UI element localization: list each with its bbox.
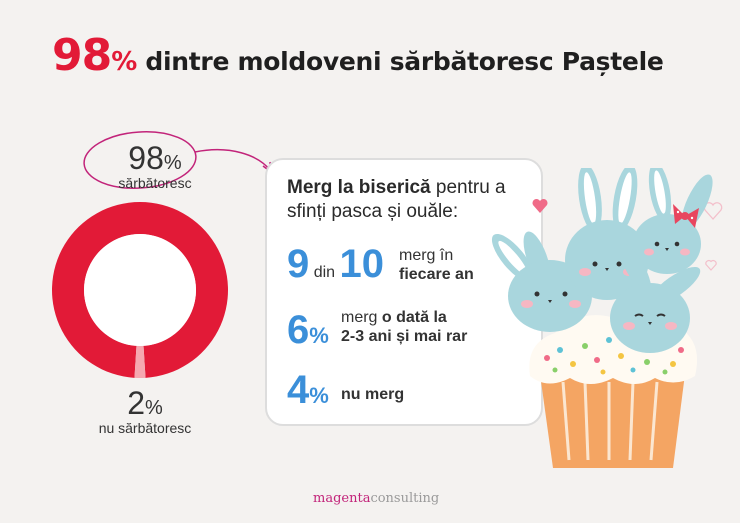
donut-slice-celebrate <box>51 202 228 378</box>
row-yearly-mid: din <box>313 264 336 281</box>
row-rare-n: 6 <box>287 308 310 352</box>
donut-chart <box>40 190 240 390</box>
row-yearly-text2: fiecare an <box>399 266 474 283</box>
row-never-n: 4 <box>287 368 310 412</box>
celebrate-value: 98 <box>128 140 164 176</box>
row-yearly-text1: merg în <box>399 247 454 264</box>
row-yearly-text: merg în fiecare an <box>399 246 474 284</box>
church-card: Merg la biserică pentru a sfinți pasca ș… <box>265 158 543 426</box>
row-never-label: nu merg <box>341 386 405 403</box>
row-rare-unit: % <box>309 323 329 348</box>
bunnies-cupcake-illustration <box>491 168 713 468</box>
row-rare: 6% <box>287 308 329 353</box>
card-heading: Merg la biserică pentru a sfinți pasca ș… <box>287 176 542 224</box>
celebrate-unit: % <box>163 152 182 174</box>
label-celebrate: 98% sărbătoresc <box>105 140 205 191</box>
row-yearly: 9 din 10 <box>287 242 384 287</box>
row-rare-text: merg o dată la 2-3 ani și mai rar <box>341 308 467 346</box>
page-title: 98% dintre moldoveni sărbătoresc Paștele <box>52 30 664 81</box>
not-celebrate-value: 2 <box>127 385 145 421</box>
row-rare-text1: merg <box>341 309 382 326</box>
row-never-unit: % <box>309 383 329 408</box>
title-number: 98 <box>52 30 112 81</box>
row-yearly-n2: 10 <box>339 242 385 286</box>
brand-consulting: consulting <box>370 491 440 506</box>
row-yearly-n1: 9 <box>287 242 310 286</box>
row-rare-text2: 2-3 ani și mai rar <box>341 328 468 345</box>
brand-logo: magentaconsulting <box>313 491 439 506</box>
row-rare-text1b: o dată la <box>381 309 447 326</box>
card-heading-rest: pentru a sfinți pasca și ouăle: <box>287 177 506 222</box>
donut-hole <box>84 234 196 346</box>
celebrate-text: sărbătoresc <box>118 175 192 191</box>
not-celebrate-text: nu sărbătoresc <box>98 420 192 436</box>
row-never: 4% <box>287 368 329 413</box>
not-celebrate-unit: % <box>145 397 163 419</box>
row-never-text: nu merg <box>341 385 404 404</box>
title-percent: % <box>111 47 137 77</box>
donut-slice-not-celebrate <box>134 345 146 378</box>
heart-outline-small-icon <box>705 260 717 271</box>
title-text: dintre moldoveni sărbătoresc Paștele <box>145 47 664 76</box>
heart-icon <box>532 198 548 213</box>
label-not-celebrate: 2% nu sărbătoresc <box>80 385 210 436</box>
card-heading-bold: Merg la biserică <box>287 177 431 198</box>
brand-magenta: magenta <box>313 491 371 506</box>
